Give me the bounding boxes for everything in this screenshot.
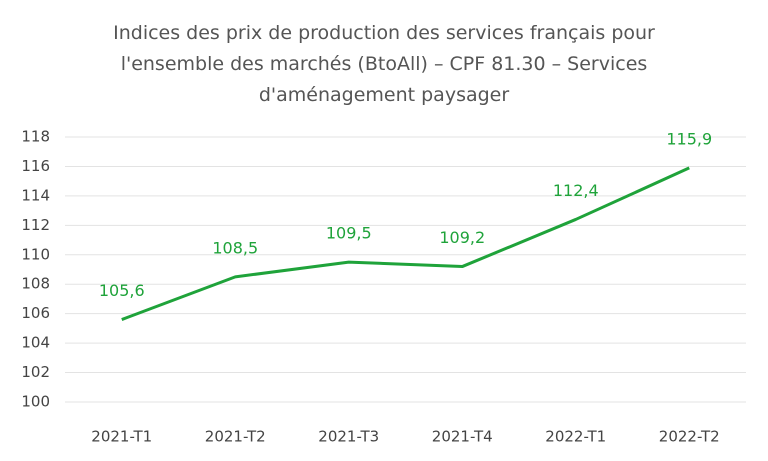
y-tick-label: 108 xyxy=(21,275,50,293)
x-tick-label: 2022-T1 xyxy=(545,428,606,446)
y-tick-label: 100 xyxy=(21,393,50,411)
y-tick-label: 116 xyxy=(21,157,50,175)
data-label: 109,2 xyxy=(439,228,485,247)
y-tick-label: 106 xyxy=(21,304,50,322)
data-label: 109,5 xyxy=(326,224,372,243)
y-tick-label: 104 xyxy=(21,334,50,352)
data-label: 115,9 xyxy=(666,129,712,148)
chart-title: Indices des prix de production des servi… xyxy=(113,22,655,106)
y-tick-label: 118 xyxy=(21,128,50,146)
data-label: 105,6 xyxy=(99,281,145,300)
data-label: 108,5 xyxy=(212,238,258,257)
y-tick-label: 114 xyxy=(21,186,50,204)
x-tick-label: 2021-T3 xyxy=(318,428,379,446)
y-tick-label: 102 xyxy=(21,363,50,381)
y-tick-label: 110 xyxy=(21,245,50,263)
data-line xyxy=(121,166,690,321)
x-tick-label: 2021-T2 xyxy=(205,428,266,446)
y-tick-label: 112 xyxy=(21,216,50,234)
x-tick-label: 2022-T2 xyxy=(659,428,720,446)
data-label: 112,4 xyxy=(553,181,599,200)
x-tick-label: 2021-T4 xyxy=(432,428,493,446)
x-tick-label: 2021-T1 xyxy=(91,428,152,446)
